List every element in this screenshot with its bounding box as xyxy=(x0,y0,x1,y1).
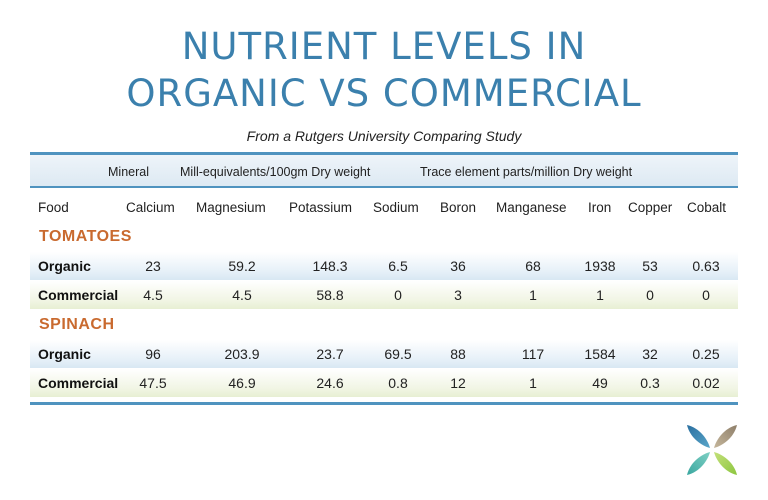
table-cell-sodium: 69.5 xyxy=(384,346,412,362)
table-row xyxy=(30,281,738,309)
column-header-magnesium: Magnesium xyxy=(196,200,266,215)
row-label-organic: Organic xyxy=(38,346,91,362)
table-row xyxy=(30,369,738,397)
table-cell-boron: 36 xyxy=(450,258,466,274)
table-cell-cobalt: 0.63 xyxy=(692,258,720,274)
subtitle: From a Rutgers University Comparing Stud… xyxy=(246,128,522,144)
table-cell-cobalt: 0 xyxy=(702,287,710,303)
row-label-organic: Organic xyxy=(38,258,91,274)
table-cell-copper: 0 xyxy=(646,287,654,303)
row-label-commercial: Commercial xyxy=(38,287,119,303)
section-title-tomatoes: TOMATOES xyxy=(39,228,132,245)
table-cell-cobalt: 0.25 xyxy=(692,346,720,362)
table-row xyxy=(30,340,738,368)
table-cell-potassium: 23.7 xyxy=(316,346,344,362)
table-cell-iron: 1 xyxy=(596,287,604,303)
table-cell-cobalt: 0.02 xyxy=(692,375,720,391)
section-title-spinach: SPINACH xyxy=(39,316,115,333)
table-cell-potassium: 148.3 xyxy=(312,258,348,274)
table-cell-manganese: 1 xyxy=(529,287,537,303)
table-cell-manganese: 117 xyxy=(521,346,545,362)
column-header-calcium: Calcium xyxy=(126,200,175,215)
page-title-line-1: NUTRIENT LEVELS IN xyxy=(181,25,587,68)
column-header-manganese: Manganese xyxy=(496,200,567,215)
table-cell-magnesium: 59.2 xyxy=(228,258,256,274)
table-row xyxy=(30,252,738,280)
table-cell-iron: 1584 xyxy=(584,346,616,362)
table-top-rule xyxy=(30,152,738,155)
four-leaf-logo-icon xyxy=(687,425,737,475)
table-cell-potassium: 58.8 xyxy=(316,287,344,303)
table-cell-boron: 12 xyxy=(450,375,466,391)
table-cell-calcium: 23 xyxy=(145,258,161,274)
column-header-sodium: Sodium xyxy=(373,200,419,215)
table-cell-sodium: 0 xyxy=(394,287,402,303)
column-header-iron: Iron xyxy=(588,200,612,215)
table-cell-calcium: 4.5 xyxy=(143,287,163,303)
table-cell-potassium: 24.6 xyxy=(316,375,344,391)
table-cell-sodium: 6.5 xyxy=(388,258,408,274)
column-header-boron: Boron xyxy=(440,200,477,215)
table-cell-boron: 88 xyxy=(450,346,466,362)
table-cell-iron: 49 xyxy=(592,375,608,391)
table-cell-sodium: 0.8 xyxy=(388,375,408,391)
table-cell-magnesium: 46.9 xyxy=(228,375,256,391)
table-cell-calcium: 47.5 xyxy=(139,375,167,391)
table-cell-boron: 3 xyxy=(454,287,462,303)
page-title-line-2: ORGANIC VS COMMERCIAL xyxy=(126,72,642,115)
table-cell-copper: 53 xyxy=(642,258,658,274)
header-trace-elements: Trace element parts/million Dry weight xyxy=(420,165,633,179)
column-header-potassium: Potassium xyxy=(289,200,353,215)
header-mill-equivalents: Mill-equivalents/100gm Dry weight xyxy=(180,165,371,179)
column-header-copper: Copper xyxy=(628,200,673,215)
table-cell-copper: 0.3 xyxy=(640,375,660,391)
table-header-band xyxy=(30,155,738,186)
table-cell-copper: 32 xyxy=(642,346,658,362)
table-header-rule xyxy=(30,186,738,188)
header-mineral: Mineral xyxy=(108,165,149,179)
table-cell-magnesium: 203.9 xyxy=(224,346,260,362)
column-header-food: Food xyxy=(38,200,69,215)
table-cell-manganese: 1 xyxy=(529,375,537,391)
table-cell-iron: 1938 xyxy=(584,258,616,274)
table-cell-calcium: 96 xyxy=(145,346,161,362)
column-header-cobalt: Cobalt xyxy=(687,200,727,215)
table-bottom-rule xyxy=(30,402,738,405)
row-label-commercial: Commercial xyxy=(38,375,119,391)
table-cell-magnesium: 4.5 xyxy=(232,287,252,303)
table-cell-manganese: 68 xyxy=(525,258,541,274)
